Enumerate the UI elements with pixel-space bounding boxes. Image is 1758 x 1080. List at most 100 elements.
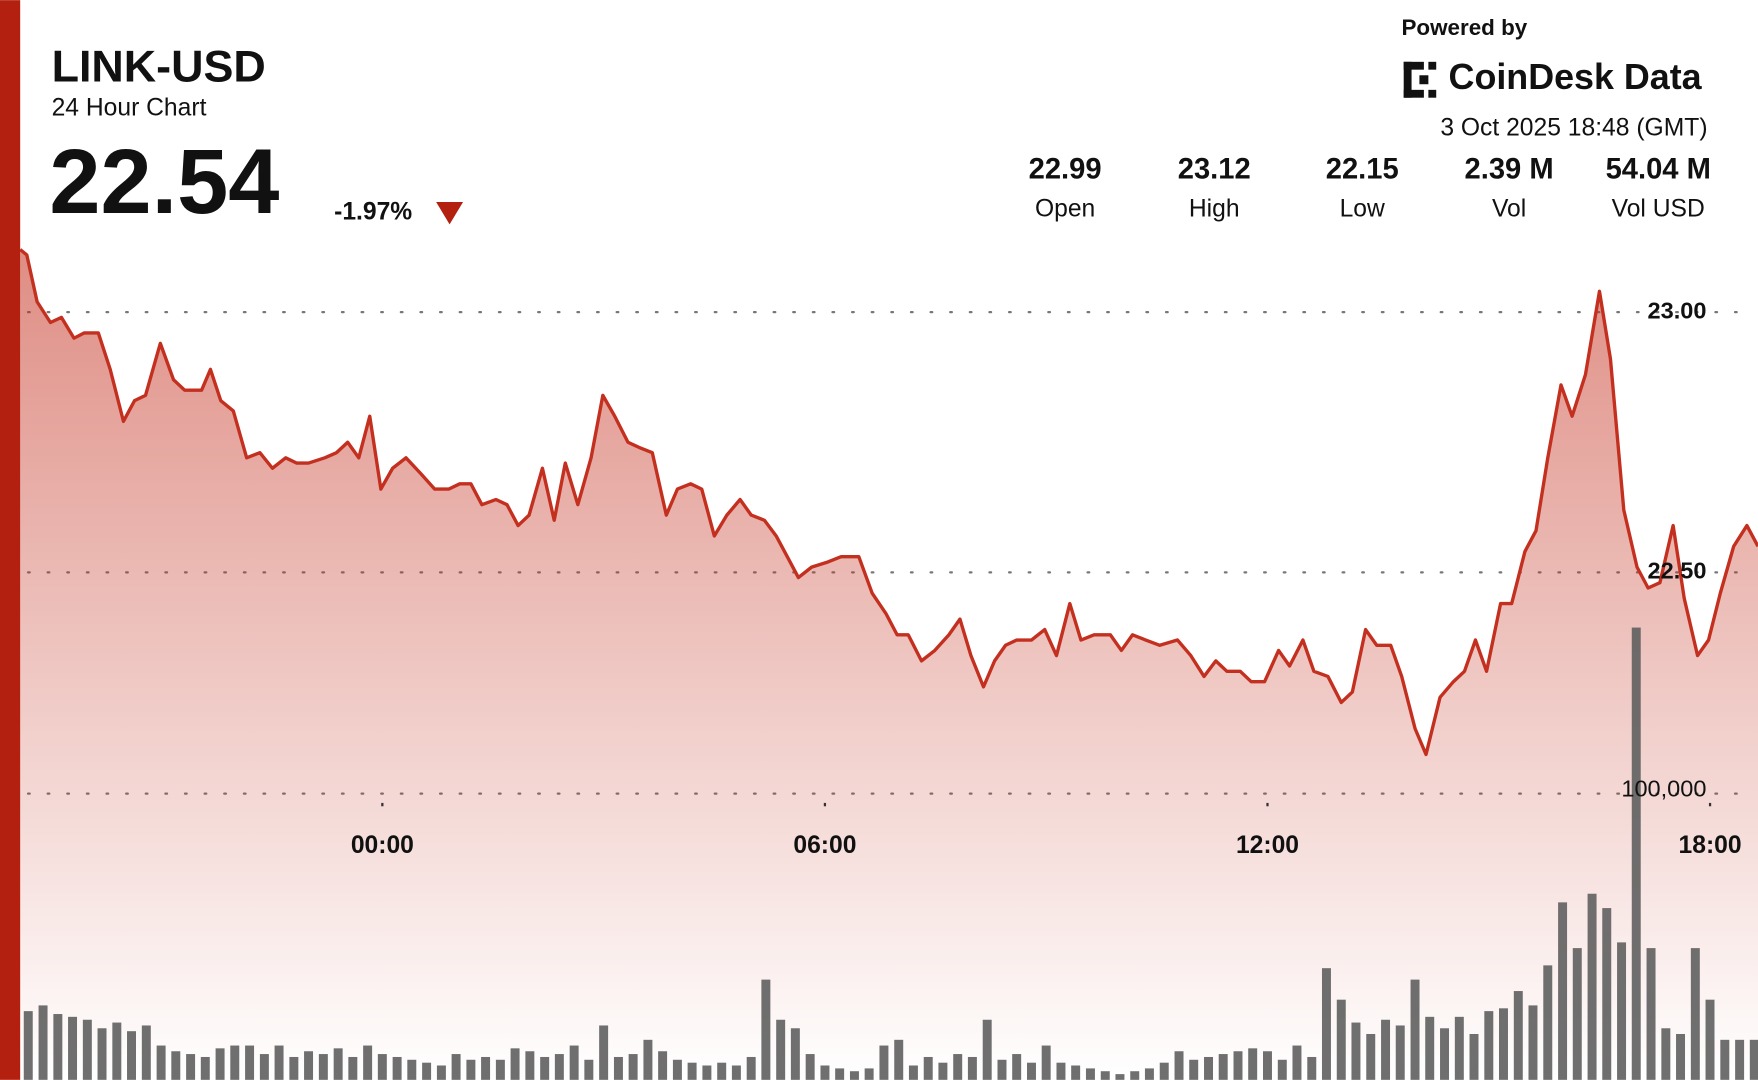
volume-bar [422,1062,432,1080]
volume-bar [97,1028,107,1080]
volume-bar [1558,902,1568,1080]
y-tick-label: 22.50 [1648,558,1707,584]
volume-bar [186,1054,196,1080]
volume-bar [672,1059,682,1080]
volume-bar [1705,999,1715,1080]
volume-bar [746,1056,756,1080]
volume-bar [1676,1033,1686,1080]
volume-bar [1026,1062,1036,1080]
volume-bar [1454,1016,1464,1080]
volume-bar [849,1071,859,1080]
volume-bar [1469,1033,1479,1080]
volume-bar [923,1056,933,1080]
volume-bar [1425,1016,1435,1080]
stat-label: Vol [1492,195,1526,222]
volume-bar [1410,979,1420,1080]
volume-bar [230,1045,240,1080]
volume-bar [982,1019,992,1080]
volume-bar [1631,627,1641,1080]
stat-label: Vol USD [1612,195,1705,222]
y-tick-label: 23.00 [1648,297,1707,323]
stat-label: Low [1340,195,1385,222]
volume-bar [1277,1059,1287,1080]
volume-bar [495,1059,505,1080]
volume-bar [407,1059,417,1080]
price-change: -1.97% [334,199,412,226]
volume-bar [215,1048,225,1080]
volume-bar [1484,1011,1494,1080]
volume-bar [820,1065,830,1080]
volume-bar [584,1059,594,1080]
volume-bar [835,1068,845,1080]
x-tick-label: 06:00 [793,832,856,859]
stats: 22.99 Open 23.12 High 22.15 Low 2.39 M Vol 54.04… [1029,153,1711,222]
volume-bar [1115,1074,1125,1080]
volume-bar [318,1054,328,1080]
volume-bar [1381,1019,1391,1080]
volume-bar [200,1056,210,1080]
timestamp: 3 Oct 2025 18:48 (GMT) [1440,115,1707,142]
volume-bar [1720,1039,1730,1080]
stat-value: 23.12 [1178,153,1251,185]
volume-bar [23,1011,33,1080]
volume-bar [997,1059,1007,1080]
volume-bar [790,1028,800,1080]
volume-bar [1735,1039,1745,1080]
volume-bar [864,1068,874,1080]
stat-value: 2.39 M [1465,153,1554,185]
volume-bar [363,1045,373,1080]
volume-bar [451,1054,461,1080]
volume-bar [466,1059,476,1080]
price-line [19,248,1758,757]
chart-title: LINK-USD [52,41,266,92]
volume-bar [702,1065,712,1080]
volume-bar [38,1005,48,1080]
volume-bar [1499,1008,1508,1080]
volume-bar [436,1065,446,1080]
volume-bar [304,1051,314,1080]
volume-bar [717,1062,727,1080]
powered-by: Powered by [1401,15,1527,40]
volume-bar [1218,1054,1228,1080]
volume-bar [245,1045,255,1080]
stat-value: 54.04 M [1606,153,1711,185]
volume-bar [171,1051,181,1080]
volume-bar [1130,1071,1140,1080]
accent-bar [0,0,21,1080]
volume-bar [141,1025,151,1080]
volume-bar [259,1054,269,1080]
stat-label: Open [1035,195,1095,222]
volume-bar [53,1014,63,1080]
plot-area: 23.00 22.50 100,000 00:00 06:00 12:00 18:00 [19,248,1758,1080]
stat-value: 22.15 [1326,153,1399,185]
volume-bar [1602,908,1612,1080]
volume-bar [348,1056,358,1080]
volume-bar [1233,1051,1243,1080]
x-tick-label: 18:00 [1679,832,1742,859]
volume-bar [1690,948,1700,1080]
volume-bar [613,1056,623,1080]
stat-value: 22.99 [1029,153,1102,185]
volume-bar [1440,1028,1450,1080]
volume-bar [1144,1068,1154,1080]
volume-bar [525,1051,535,1080]
volume-bar [1085,1068,1095,1080]
volume-bar [112,1022,122,1080]
stat-label: High [1189,195,1240,222]
volume-bar [569,1045,579,1080]
volume-bar [1528,1005,1538,1080]
volume-bar [1100,1071,1110,1080]
volume-bar [1056,1062,1066,1080]
volume-bar [1336,999,1346,1080]
volume-bar [1012,1054,1022,1080]
volume-bar [127,1031,136,1080]
volume-bar [1307,1056,1317,1080]
volume-bar [1248,1048,1258,1080]
volume-bar [540,1056,550,1080]
volume-bars [23,627,1758,1080]
volume-bar [554,1054,564,1080]
volume-bar [953,1054,963,1080]
volume-bar [68,1016,78,1080]
volume-bar [776,1019,786,1080]
